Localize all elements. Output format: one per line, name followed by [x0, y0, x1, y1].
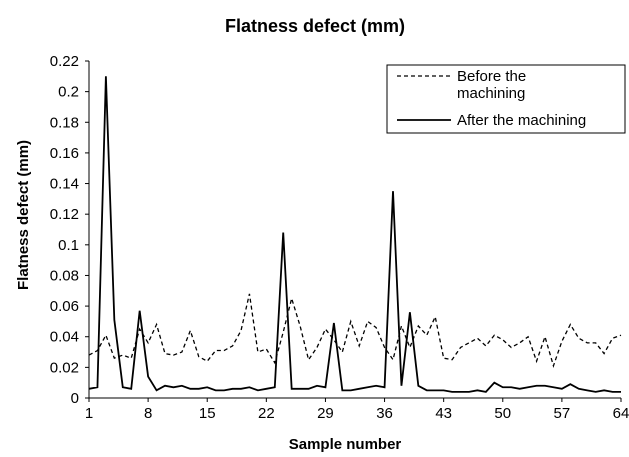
x-tick-label: 22 [258, 405, 275, 422]
y-axis-label: Flatness defect (mm) [15, 140, 32, 290]
x-tick-label: 29 [317, 405, 334, 422]
x-tick-label: 36 [376, 405, 393, 422]
axes [88, 61, 621, 399]
y-tick-label: 0.1 [58, 237, 79, 254]
x-tick-label: 43 [435, 405, 452, 422]
x-tick-label: 50 [494, 405, 511, 422]
series-line-after-machining [88, 76, 621, 393]
x-tick-label: 1 [85, 405, 93, 422]
y-tick-label: 0 [71, 390, 79, 407]
y-tick-label: 0.12 [50, 206, 79, 223]
y-tick-label: 0.2 [58, 84, 79, 101]
y-axis-ticks: 0 0.02 0.04 0.06 0.08 0.1 0.12 0.14 0.16 0.18 0.2 0… [50, 53, 89, 407]
legend-label-before: Before the machining [457, 68, 530, 102]
x-axis-label: Sample number [289, 436, 402, 453]
chart-title: Flatness defect (mm) [225, 16, 405, 36]
x-axis-ticks: 1 8 15 22 29 36 43 50 57 64 [85, 398, 629, 422]
legend-label-after: After the machining [457, 112, 586, 129]
series-layer [88, 76, 622, 393]
y-tick-label: 0.22 [50, 53, 79, 70]
y-tick-label: 0.08 [50, 267, 79, 284]
y-tick-label: 0.04 [50, 329, 79, 346]
y-tick-label: 0.18 [50, 114, 79, 131]
x-tick-label: 15 [199, 405, 216, 422]
series-line-before-machining [88, 293, 622, 368]
y-tick-label: 0.14 [50, 176, 79, 193]
x-tick-label: 64 [613, 405, 629, 422]
x-tick-label: 57 [554, 405, 571, 422]
y-tick-label: 0.06 [50, 298, 79, 315]
x-tick-label: 8 [144, 405, 152, 422]
y-tick-label: 0.16 [50, 145, 79, 162]
legend: Before the machining After the machining [386, 64, 626, 134]
y-tick-label: 0.02 [50, 359, 79, 376]
